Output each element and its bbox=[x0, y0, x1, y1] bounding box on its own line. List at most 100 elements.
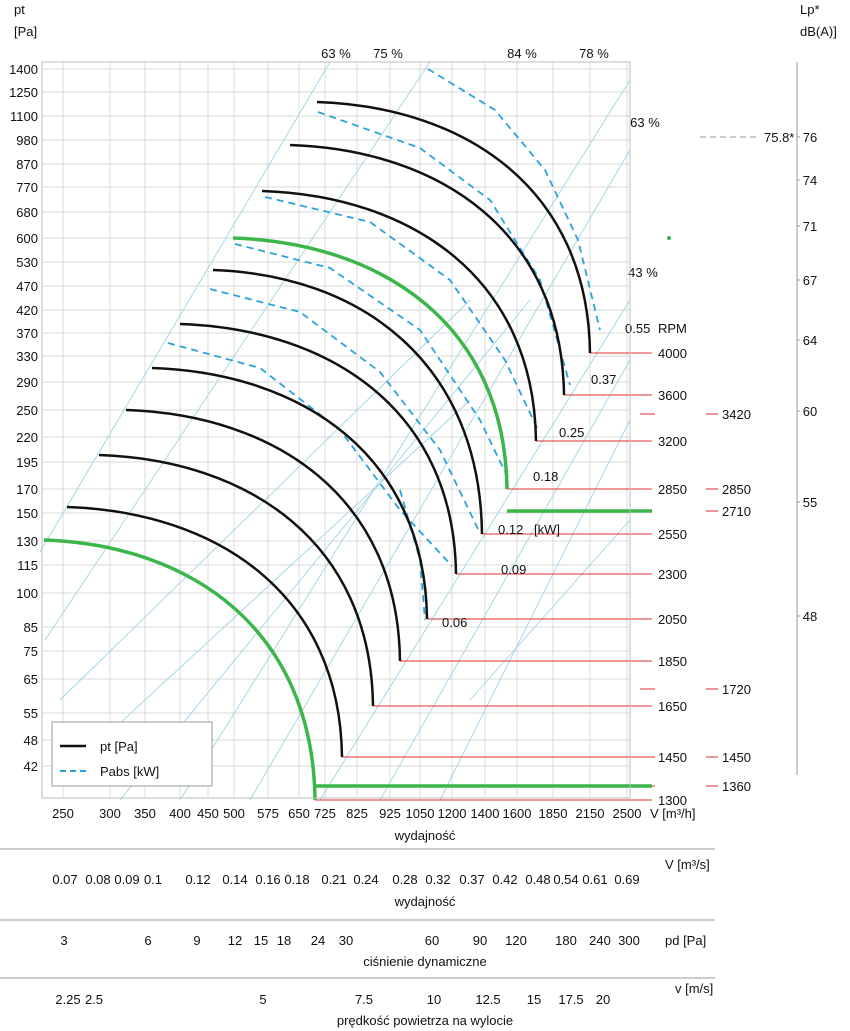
pd-tick-label: 300 bbox=[618, 933, 640, 948]
x-tick-label: 725 bbox=[314, 806, 336, 821]
rpm-curve-2050 bbox=[151, 366, 429, 620]
x-tick-label: 300 bbox=[99, 806, 121, 821]
rpm-noise-label: 2710 bbox=[722, 504, 751, 519]
x-tick-label: 250 bbox=[52, 806, 74, 821]
rpm-label: 1650 bbox=[658, 699, 687, 714]
legend-box bbox=[51, 721, 213, 787]
efficiency-label: 43 % bbox=[628, 265, 658, 280]
power-curve-4 bbox=[209, 288, 479, 530]
flow-axis-label: wydajność bbox=[394, 894, 456, 909]
flow-tick-label: 0.28 bbox=[392, 872, 417, 887]
pd-axis-label: ciśnienie dynamiczne bbox=[363, 954, 487, 969]
rpm-curve-1650 bbox=[98, 453, 375, 707]
y-tick-label: 600 bbox=[16, 231, 38, 246]
y-tick-label: 170 bbox=[16, 482, 38, 497]
y-tick-label: 330 bbox=[16, 349, 38, 364]
y-tick-label: 220 bbox=[16, 430, 38, 445]
efficiency-label: 84 % bbox=[507, 46, 537, 61]
rpm-label: 1450 bbox=[658, 750, 687, 765]
rpm-label: 1300 bbox=[658, 793, 687, 808]
v-tick-label: 15 bbox=[527, 992, 541, 1007]
v-tick-label: 17.5 bbox=[558, 992, 583, 1007]
rpm-label: 2300 bbox=[658, 567, 687, 582]
rpm-noise-label: 1360 bbox=[722, 779, 751, 794]
rpm-label: 3200 bbox=[658, 434, 687, 449]
rpm-noise-label: 1720 bbox=[722, 682, 751, 697]
flow-tick-label: 0.54 bbox=[553, 872, 578, 887]
power-curve-3 bbox=[234, 243, 509, 479]
v-tick-label: 7.5 bbox=[355, 992, 373, 1007]
highlight-dot bbox=[667, 236, 671, 240]
power-label: 0.06 bbox=[442, 615, 467, 630]
efficiency-line-8 bbox=[379, 359, 631, 801]
power-label: 0.37 bbox=[591, 372, 616, 387]
pd-tick-label: 24 bbox=[311, 933, 325, 948]
grid bbox=[42, 62, 630, 798]
y-tick-label: 195 bbox=[16, 455, 38, 470]
plot-frame bbox=[41, 61, 631, 799]
legend: pt [Pa] Pabs [kW] bbox=[51, 721, 213, 787]
rpm-curve-2550 bbox=[212, 268, 484, 535]
pd-tick-label: 60 bbox=[425, 933, 439, 948]
y-tick-label: 48 bbox=[24, 733, 38, 748]
noise-tick-label: 76 bbox=[803, 130, 817, 145]
y-tick-label: 115 bbox=[17, 558, 38, 573]
rpm-curve-1850 bbox=[125, 408, 402, 662]
flow-tick-label: 0.08 bbox=[85, 872, 110, 887]
y-tick-label: 85 bbox=[24, 620, 38, 635]
pd-tick-label: 240 bbox=[589, 933, 611, 948]
x-tick-label: 825 bbox=[346, 806, 368, 821]
flow-axis-unit: V [m³/s] bbox=[665, 857, 710, 872]
rpm-label: 1850 bbox=[658, 654, 687, 669]
efficiency-label: 75 % bbox=[373, 46, 403, 61]
flow-tick-label: 0.12 bbox=[185, 872, 210, 887]
y-tick-label: 100 bbox=[16, 586, 38, 601]
rpm-label: 4000 bbox=[658, 346, 687, 361]
y-tick-label: 420 bbox=[16, 303, 38, 318]
flow-tick-label: 0.24 bbox=[353, 872, 378, 887]
y-axis-unit: [Pa] bbox=[14, 24, 37, 39]
rpm-curve-3600 bbox=[289, 143, 566, 396]
x-tick-label: 650 bbox=[288, 806, 310, 821]
power-label: 0.09 bbox=[501, 562, 526, 577]
v-tick-label: 10 bbox=[427, 992, 441, 1007]
pd-tick-label: 9 bbox=[193, 933, 200, 948]
flow-tick-label: 0.09 bbox=[114, 872, 139, 887]
power-label: [kW] bbox=[534, 522, 560, 537]
pd-tick-label: 30 bbox=[339, 933, 353, 948]
pd-axis-unit: pd [Pa] bbox=[665, 933, 706, 948]
noise-tick-label: 48 bbox=[803, 609, 817, 624]
efficiency-line-9 bbox=[439, 419, 631, 801]
x-tick-label: 925 bbox=[379, 806, 401, 821]
rpm-title: RPM bbox=[658, 321, 687, 336]
noise-tick-label: 55 bbox=[803, 495, 817, 510]
y-tick-label: 1250 bbox=[9, 85, 38, 100]
noise-axis-title: Lp* bbox=[800, 2, 820, 17]
y-tick-label: 55 bbox=[24, 706, 38, 721]
y-tick-label: 470 bbox=[16, 279, 38, 294]
power-label: 0.12 bbox=[498, 522, 523, 537]
rpm-noise-label: 2850 bbox=[722, 482, 751, 497]
flow-tick-label: 0.1 bbox=[144, 872, 162, 887]
efficiency-label: 63 % bbox=[630, 115, 660, 130]
power-label: 0.18 bbox=[533, 469, 558, 484]
pd-tick-label: 90 bbox=[473, 933, 487, 948]
flow-tick-label: 0.61 bbox=[582, 872, 607, 887]
rpm-curve-1450 bbox=[66, 505, 344, 758]
y-tick-label: 870 bbox=[16, 157, 38, 172]
x-tick-label: 2150 bbox=[576, 806, 605, 821]
flow-tick-label: 0.07 bbox=[52, 872, 77, 887]
pd-tick-label: 3 bbox=[60, 933, 67, 948]
power-curve-1 bbox=[317, 111, 571, 386]
flow-tick-label: 0.48 bbox=[525, 872, 550, 887]
x-axis-unit: V [m³/h] bbox=[650, 806, 696, 821]
efficiency-line-2 bbox=[59, 299, 471, 701]
y-tick-label: 1100 bbox=[10, 109, 38, 124]
efficiency-line-7 bbox=[319, 299, 631, 801]
y-tick-label: 980 bbox=[16, 133, 38, 148]
noise-tick-label: 74 bbox=[803, 173, 817, 188]
x-tick-label: 400 bbox=[169, 806, 191, 821]
rpm-label: 2850 bbox=[658, 482, 687, 497]
x-tick-label: 2500 bbox=[613, 806, 642, 821]
flow-tick-label: 0.42 bbox=[492, 872, 517, 887]
